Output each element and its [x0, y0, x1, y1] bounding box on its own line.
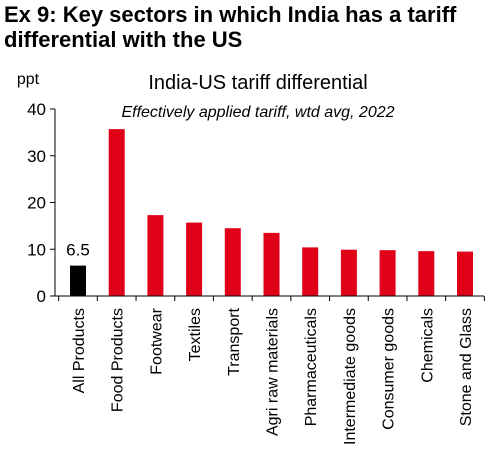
y-axis-label: ppt	[17, 71, 40, 88]
y-tick-label: 10	[27, 240, 46, 259]
x-tick-label: Stone and Glass	[458, 308, 475, 426]
x-tick-label: Intermediate goods	[342, 308, 359, 445]
x-tick-label: Agri raw materials	[265, 308, 282, 436]
x-tick-label: Chemicals	[419, 308, 436, 383]
y-tick-label: 20	[27, 194, 46, 213]
chart-subtitle: Effectively applied tariff, wtd avg, 202…	[121, 104, 394, 121]
bar	[224, 228, 241, 296]
y-tick-label: 40	[27, 100, 46, 119]
x-tick-label: All Products	[71, 308, 88, 393]
bar	[108, 129, 125, 296]
x-tick-label: Food Products	[110, 308, 127, 412]
bar	[418, 251, 435, 296]
x-tick-label: Footwear	[148, 307, 165, 374]
bar	[263, 232, 280, 296]
x-tick-label: Transport	[226, 307, 243, 375]
x-tick-label: Textiles	[187, 308, 204, 361]
y-tick-label: 0	[37, 287, 46, 306]
bar	[340, 249, 357, 296]
chart-title: India-US tariff differential	[148, 72, 367, 94]
bar	[186, 222, 203, 296]
bar	[457, 251, 473, 296]
x-tick-labels: All Products Food Products Footwear Textile…	[71, 307, 475, 445]
bar	[70, 265, 86, 296]
bar	[147, 215, 164, 296]
x-tick-label: Consumer goods	[381, 308, 398, 430]
x-axis	[55, 295, 485, 301]
y-tick-label: 30	[27, 147, 46, 166]
bar	[379, 250, 396, 296]
data-labels: 6.5	[66, 241, 90, 260]
data-label: 6.5	[66, 241, 90, 260]
bar	[302, 247, 319, 296]
exhibit-title: Ex 9: Key sectors in which India has a t…	[4, 2, 457, 52]
y-axis: 0 10 20 30 40	[27, 100, 56, 306]
bars	[70, 129, 473, 296]
x-tick-label: Pharmaceuticals	[303, 308, 320, 426]
